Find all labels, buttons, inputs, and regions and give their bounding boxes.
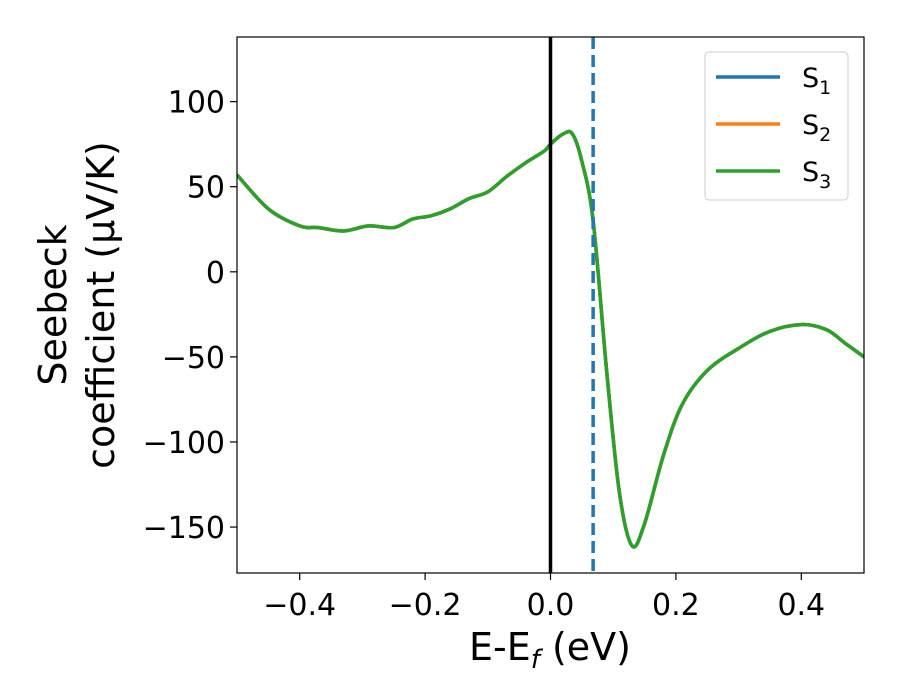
y-axis-title: Seebeck coefficient (μV/K) xyxy=(31,141,123,469)
legend-entries: S1 S2 S3 xyxy=(716,63,831,193)
y-tick-label: −150 xyxy=(143,511,225,546)
x-tick-label: 0.0 xyxy=(527,588,575,623)
x-axis-title: E-Ef (eV) xyxy=(469,625,631,675)
x-tick-label: −0.2 xyxy=(389,588,462,623)
y-axis-title-line1: Seebeck xyxy=(31,224,75,385)
vline-layer xyxy=(548,37,595,573)
y-axis-title-line2: coefficient (μV/K) xyxy=(79,141,123,469)
y-axis-ticks: 100 50 0 −50 −100 −150 xyxy=(143,86,237,546)
x-axis-title-unit: (eV) xyxy=(540,625,631,669)
x-tick-label: 0.4 xyxy=(777,588,825,623)
y-tick-label: −100 xyxy=(143,426,225,461)
x-axis-title-main: E-E xyxy=(469,625,531,669)
legend-box xyxy=(704,51,849,201)
y-tick-label: 100 xyxy=(168,86,225,121)
legend-label-s2: S2 xyxy=(802,110,831,146)
x-axis-ticks: −0.4 −0.2 0.0 0.2 0.4 xyxy=(263,573,825,623)
x-tick-label: 0.2 xyxy=(652,588,700,623)
legend-label-s1: S1 xyxy=(802,63,831,99)
x-tick-label: −0.4 xyxy=(263,588,336,623)
legend: S1 S2 S3 xyxy=(704,51,849,201)
legend-label-s3: S3 xyxy=(802,157,831,193)
y-tick-label: 0 xyxy=(206,256,225,291)
series-line-s3 xyxy=(237,129,864,549)
y-tick-label: −50 xyxy=(162,341,225,376)
series-layer xyxy=(237,129,864,549)
y-tick-label: 50 xyxy=(187,171,225,206)
